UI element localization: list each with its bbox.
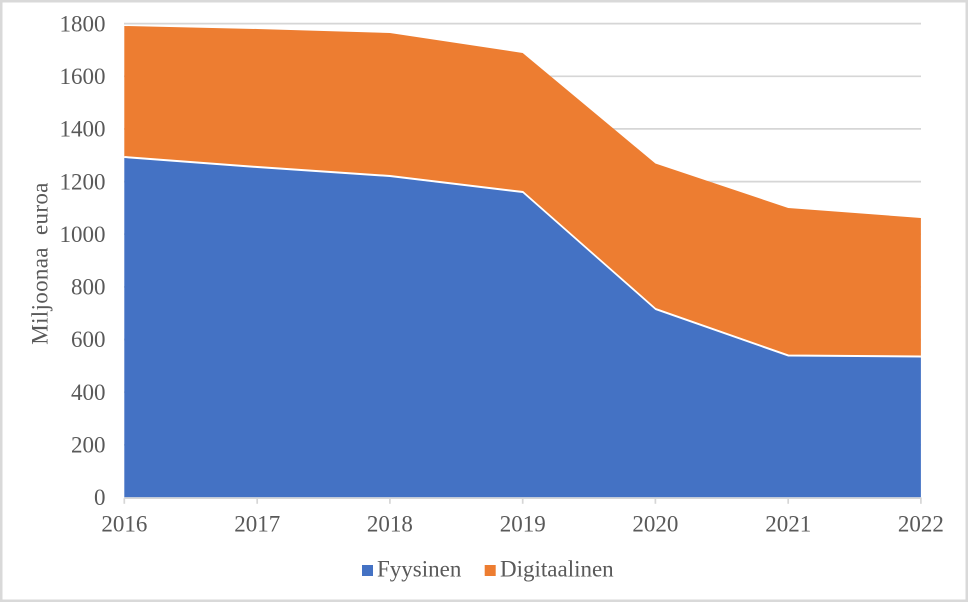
svg-text:Fyysinen: Fyysinen xyxy=(377,557,462,582)
svg-text:1000: 1000 xyxy=(60,222,106,247)
svg-text:0: 0 xyxy=(94,485,106,510)
svg-text:2019: 2019 xyxy=(500,512,546,537)
svg-text:2016: 2016 xyxy=(101,512,147,537)
svg-text:1600: 1600 xyxy=(60,64,106,89)
svg-text:200: 200 xyxy=(71,433,106,458)
svg-text:2017: 2017 xyxy=(234,512,280,537)
svg-text:800: 800 xyxy=(71,275,106,300)
svg-text:2020: 2020 xyxy=(632,512,678,537)
svg-text:2021: 2021 xyxy=(765,512,811,537)
svg-text:1400: 1400 xyxy=(60,117,106,142)
svg-text:600: 600 xyxy=(71,327,106,352)
svg-text:Miljoonaa euroa: Miljoonaa euroa xyxy=(27,182,52,344)
svg-text:400: 400 xyxy=(71,380,106,405)
svg-text:2022: 2022 xyxy=(898,512,944,537)
svg-text:1800: 1800 xyxy=(60,11,106,36)
svg-text:Digitaalinen: Digitaalinen xyxy=(500,557,614,582)
svg-text:1200: 1200 xyxy=(60,169,106,194)
svg-text:2018: 2018 xyxy=(367,512,413,537)
